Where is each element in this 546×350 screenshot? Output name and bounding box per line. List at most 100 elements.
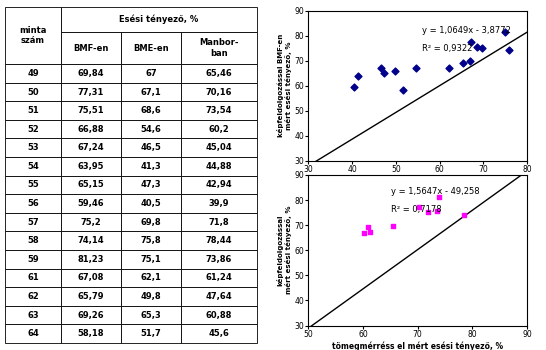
Text: 67,08: 67,08 bbox=[78, 273, 104, 282]
Point bbox=[249, 249, 258, 254]
Text: 49,8: 49,8 bbox=[141, 292, 162, 301]
X-axis label: képfeldolgozással BME-n mért esési tényező, %: képfeldolgozással BME-n mért esési ténye… bbox=[314, 177, 521, 187]
Text: 54,6: 54,6 bbox=[141, 125, 162, 134]
Bar bbox=[181, 231, 257, 250]
Text: 69,84: 69,84 bbox=[78, 69, 104, 78]
Point bbox=[277, 229, 286, 235]
Bar bbox=[121, 83, 181, 101]
Text: Manbor-
ban: Manbor- ban bbox=[199, 38, 239, 58]
Bar bbox=[61, 324, 121, 343]
Bar bbox=[61, 83, 121, 101]
Point bbox=[466, 58, 474, 64]
Point bbox=[390, 69, 399, 74]
Text: 65,3: 65,3 bbox=[141, 310, 162, 320]
Text: minta
szám: minta szám bbox=[20, 26, 47, 45]
Bar bbox=[5, 250, 61, 269]
Bar bbox=[121, 306, 181, 324]
Bar bbox=[181, 213, 257, 231]
Point bbox=[423, 209, 432, 215]
Bar bbox=[121, 250, 181, 269]
Point bbox=[432, 209, 441, 214]
Point bbox=[459, 212, 468, 218]
Bar bbox=[5, 157, 61, 176]
Text: 78,44: 78,44 bbox=[206, 236, 232, 245]
Bar bbox=[61, 194, 121, 213]
Y-axis label: képfeldolgozással
mért esési tényező, %: képfeldolgozással mért esési tényező, % bbox=[277, 206, 292, 294]
Text: 57: 57 bbox=[27, 218, 39, 227]
Text: 65,46: 65,46 bbox=[206, 69, 232, 78]
Point bbox=[399, 88, 408, 93]
Text: 62,1: 62,1 bbox=[141, 273, 162, 282]
Bar bbox=[61, 32, 121, 64]
Text: 77,31: 77,31 bbox=[78, 88, 104, 97]
Point bbox=[360, 230, 369, 236]
Bar bbox=[5, 306, 61, 324]
Bar bbox=[5, 139, 61, 157]
Bar bbox=[121, 32, 181, 64]
Point bbox=[412, 66, 420, 71]
Text: 45,04: 45,04 bbox=[206, 143, 232, 152]
Bar bbox=[5, 120, 61, 139]
Point bbox=[379, 70, 388, 76]
Bar bbox=[121, 139, 181, 157]
Text: 69,8: 69,8 bbox=[141, 218, 162, 227]
Point bbox=[280, 252, 289, 258]
Bar bbox=[181, 176, 257, 194]
Bar bbox=[61, 157, 121, 176]
Bar bbox=[61, 287, 121, 306]
Text: 65,79: 65,79 bbox=[78, 292, 104, 301]
Bar bbox=[5, 101, 61, 120]
Text: BMF-en: BMF-en bbox=[73, 44, 109, 52]
Bar bbox=[181, 324, 257, 343]
Text: 75,1: 75,1 bbox=[141, 255, 162, 264]
Text: 50: 50 bbox=[27, 88, 39, 97]
Text: 39,9: 39,9 bbox=[209, 199, 229, 208]
Text: 65,15: 65,15 bbox=[78, 181, 104, 189]
Bar bbox=[121, 324, 181, 343]
Point bbox=[458, 60, 467, 65]
Bar bbox=[121, 269, 181, 287]
Text: 74,14: 74,14 bbox=[78, 236, 104, 245]
Bar bbox=[5, 324, 61, 343]
Text: 68,6: 68,6 bbox=[141, 106, 162, 115]
Bar bbox=[61, 269, 121, 287]
Point bbox=[473, 44, 482, 50]
Text: 70,16: 70,16 bbox=[206, 88, 232, 97]
Text: 42,94: 42,94 bbox=[206, 181, 232, 189]
Point bbox=[444, 65, 453, 71]
Point bbox=[291, 233, 300, 239]
Text: 41,3: 41,3 bbox=[141, 162, 162, 171]
Bar bbox=[61, 101, 121, 120]
Bar bbox=[61, 213, 121, 231]
Text: 44,88: 44,88 bbox=[206, 162, 232, 171]
Text: BME-en: BME-en bbox=[133, 44, 169, 52]
Point bbox=[353, 73, 362, 79]
Text: 71,8: 71,8 bbox=[209, 218, 229, 227]
Bar bbox=[5, 269, 61, 287]
Bar bbox=[121, 157, 181, 176]
Text: 75,51: 75,51 bbox=[78, 106, 104, 115]
Text: 59,46: 59,46 bbox=[78, 199, 104, 208]
Text: 53: 53 bbox=[27, 143, 39, 152]
Bar bbox=[181, 250, 257, 269]
Point bbox=[376, 65, 385, 70]
Text: 64: 64 bbox=[27, 329, 39, 338]
Bar bbox=[61, 306, 121, 324]
Bar bbox=[5, 64, 61, 83]
Text: R² = 0,7178: R² = 0,7178 bbox=[391, 205, 442, 214]
Text: 63: 63 bbox=[27, 310, 39, 320]
Bar bbox=[5, 231, 61, 250]
Text: 47,3: 47,3 bbox=[141, 181, 162, 189]
Text: 75,2: 75,2 bbox=[80, 218, 101, 227]
Point bbox=[466, 40, 475, 45]
Text: 67,24: 67,24 bbox=[78, 143, 104, 152]
Bar bbox=[181, 101, 257, 120]
Bar bbox=[181, 32, 257, 64]
Text: 67,1: 67,1 bbox=[141, 88, 162, 97]
Text: 73,54: 73,54 bbox=[206, 106, 232, 115]
Bar bbox=[61, 139, 121, 157]
Text: 69,26: 69,26 bbox=[78, 310, 104, 320]
Text: 73,86: 73,86 bbox=[206, 255, 232, 264]
Text: 60,2: 60,2 bbox=[209, 125, 229, 134]
Point bbox=[365, 230, 374, 235]
